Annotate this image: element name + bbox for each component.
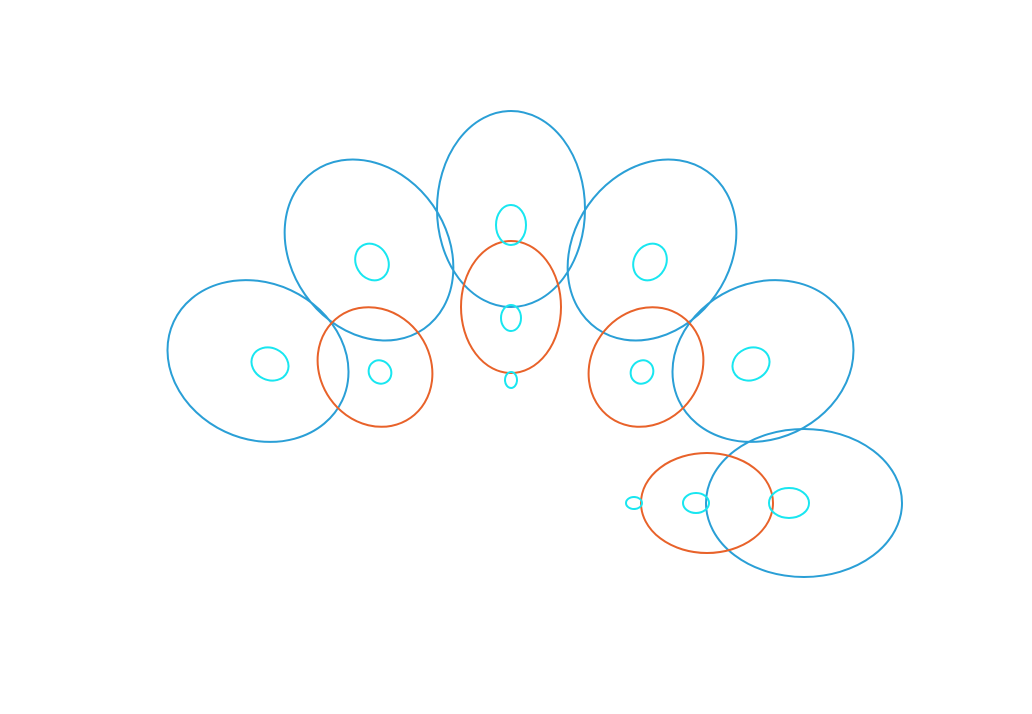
egg <box>316 306 434 428</box>
yolk <box>367 359 393 385</box>
yolk <box>500 304 522 332</box>
yolk <box>504 371 518 389</box>
yolk <box>495 204 527 246</box>
yolk <box>768 487 810 519</box>
yolk <box>629 359 655 385</box>
egg <box>587 306 705 428</box>
yolk <box>682 492 710 514</box>
egg <box>566 158 738 342</box>
egg <box>283 158 455 342</box>
yolk <box>250 346 290 382</box>
egg <box>436 110 586 308</box>
egg-group <box>166 110 903 578</box>
egg <box>705 428 903 578</box>
yolk <box>625 496 643 510</box>
yolk <box>632 242 668 282</box>
yolk <box>354 242 390 282</box>
egg <box>166 279 350 443</box>
yolk <box>731 346 771 382</box>
egg <box>671 279 855 443</box>
